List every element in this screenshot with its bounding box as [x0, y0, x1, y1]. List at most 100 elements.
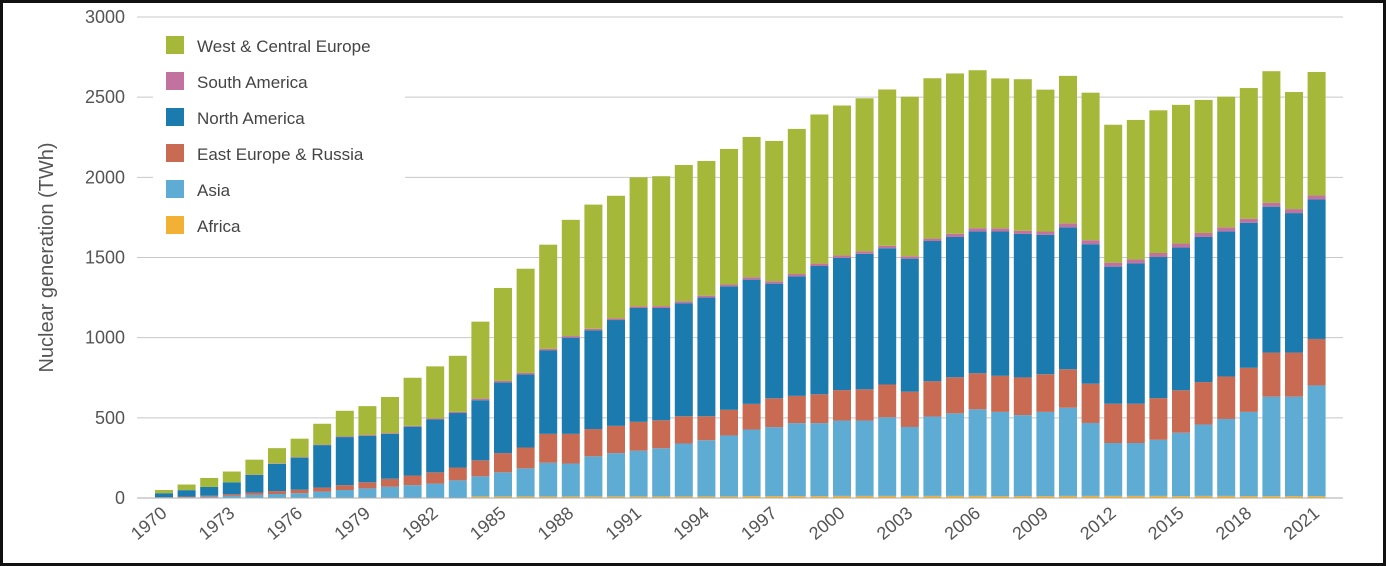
bar-segment-west-central-europe-1997	[765, 140, 784, 282]
legend-swatch	[166, 72, 184, 90]
bar-segment-east-europe-russia-2015	[1172, 390, 1190, 433]
bar-segment-north-america-1984	[471, 400, 490, 461]
bar-segment-east-europe-russia-1997	[765, 398, 784, 428]
bar-segment-africa-1993	[674, 496, 693, 498]
legend-swatch	[166, 180, 184, 198]
bar-segment-east-europe-russia-1990	[607, 425, 625, 454]
bar-segment-south-america-1986	[516, 372, 535, 375]
bar-segment-africa-2000	[833, 495, 851, 498]
bar-segment-africa-2005	[946, 495, 964, 498]
y-tick-label: 500	[95, 408, 125, 428]
bar-segment-south-america-1982	[426, 418, 445, 420]
bar-segment-east-europe-russia-2008	[1013, 377, 1032, 416]
bar-segment-asia-2012	[1104, 443, 1123, 496]
bar-segment-north-america-1978	[335, 437, 354, 486]
bar-segment-south-america-2017	[1217, 227, 1236, 232]
bar-segment-asia-1993	[674, 443, 693, 497]
bar-segment-africa-1996	[742, 496, 761, 498]
bar-segment-east-europe-russia-2017	[1217, 376, 1236, 419]
stacked-bar-chart: Nuclear generation (TWh) 0 500 1000 1500 200…	[36, 7, 1343, 544]
bar-segment-west-central-europe-1979	[358, 406, 377, 435]
bar-segment-north-america-1999	[810, 265, 829, 395]
bar-segment-north-america-1974	[245, 474, 264, 493]
legend-label: East Europe & Russia	[197, 145, 364, 164]
bar-segment-west-central-europe-2003	[900, 96, 919, 257]
bar-segment-south-america-2013	[1126, 259, 1145, 264]
bar-segment-west-central-europe-1991	[629, 177, 648, 307]
bar-segment-asia-1976	[290, 493, 309, 498]
bar-segment-north-america-1992	[652, 308, 671, 421]
legend-label: North America	[197, 109, 305, 128]
bar-segment-north-america-1973	[222, 482, 241, 495]
bar-segment-east-europe-russia-2004	[923, 381, 942, 417]
bar-segment-east-europe-russia-1980	[381, 478, 399, 487]
bar-segment-south-america-1990	[607, 318, 625, 321]
bar-segment-africa-2019	[1262, 496, 1281, 498]
x-tick-label: 1979	[330, 503, 374, 544]
bar-segment-west-central-europe-2012	[1104, 124, 1123, 263]
bar-segment-africa-2008	[1013, 496, 1032, 498]
bar-segment-west-central-europe-1984	[471, 321, 490, 399]
bar-segment-asia-1999	[810, 423, 829, 497]
bar-segment-africa-2010	[1059, 495, 1077, 498]
bar-segment-west-central-europe-1976	[290, 438, 309, 458]
bar-segment-africa-2020	[1285, 496, 1303, 498]
bar-segment-north-america-2013	[1126, 263, 1145, 404]
bar-segment-north-america-1998	[787, 276, 806, 396]
bar-segment-north-america-1991	[629, 308, 648, 422]
bar-segment-east-europe-russia-1999	[810, 394, 829, 424]
bar-segment-west-central-europe-2001	[855, 98, 874, 252]
bar-segment-west-central-europe-2013	[1126, 119, 1145, 260]
bar-segment-north-america-2009	[1036, 234, 1055, 375]
bar-segment-north-america-1981	[403, 426, 422, 476]
bar-segment-east-europe-russia-1986	[516, 447, 535, 469]
x-tick-label: 1973	[195, 503, 239, 544]
bar-segment-north-america-1982	[426, 419, 445, 473]
bar-segment-east-europe-russia-2007	[991, 375, 1010, 412]
bar-segment-east-europe-russia-1989	[584, 429, 603, 457]
bar-segment-north-america-1970	[155, 493, 173, 498]
bar-segment-east-europe-russia-1996	[742, 403, 761, 430]
legend-label: Asia	[197, 181, 231, 200]
legend-label: South America	[197, 73, 308, 92]
bar-segment-south-america-1980	[381, 433, 399, 434]
bar-segment-asia-2013	[1126, 443, 1145, 496]
bar-segment-east-europe-russia-2019	[1262, 352, 1281, 397]
bar-segment-asia-1992	[652, 448, 671, 497]
bar-segment-asia-2002	[878, 417, 897, 496]
bar-segment-south-america-1979	[358, 434, 377, 436]
bar-segment-asia-2000	[833, 420, 851, 496]
bar-segment-north-america-2004	[923, 240, 942, 382]
bar-segment-north-america-2017	[1217, 231, 1236, 377]
bar-segment-west-central-europe-2011	[1081, 92, 1100, 241]
bar-segment-africa-1990	[607, 496, 625, 498]
bar-segment-west-central-europe-1995	[720, 148, 738, 285]
bar-segment-asia-2019	[1262, 396, 1281, 497]
bar-segment-north-america-1997	[765, 283, 784, 399]
bar-segment-east-europe-russia-2009	[1036, 374, 1055, 412]
x-tick-label: 2018	[1212, 503, 1256, 544]
bar-segment-east-europe-russia-2014	[1149, 398, 1168, 440]
bar-segment-west-central-europe-1981	[403, 377, 422, 426]
bar-segment-south-america-2008	[1013, 230, 1032, 234]
legend-label: Africa	[197, 217, 241, 236]
bar-segment-north-america-1995	[720, 286, 738, 410]
legend-background	[153, 23, 405, 253]
bar-segment-africa-2004	[923, 495, 942, 498]
bar-segment-south-america-1992	[652, 306, 671, 309]
bar-segment-north-america-1994	[697, 297, 716, 417]
bar-segment-north-america-1971	[177, 490, 196, 497]
bar-segment-east-europe-russia-1987	[539, 433, 558, 463]
bar-segment-asia-1982	[426, 483, 445, 498]
bar-segment-south-america-2004	[923, 238, 942, 241]
bar-segment-south-america-1994	[697, 295, 716, 298]
y-tick-label: 0	[115, 488, 125, 508]
bar-segment-east-europe-russia-2010	[1059, 369, 1077, 408]
bar-segment-north-america-2010	[1059, 227, 1077, 370]
bar-segment-south-america-1984	[471, 398, 490, 401]
bar-segment-asia-2005	[946, 413, 964, 496]
bar-segment-africa-1994	[697, 496, 716, 498]
bar-segment-south-america-1991	[629, 306, 648, 309]
bar-segment-north-america-2006	[968, 231, 987, 374]
bar-segment-north-america-2016	[1194, 236, 1213, 383]
